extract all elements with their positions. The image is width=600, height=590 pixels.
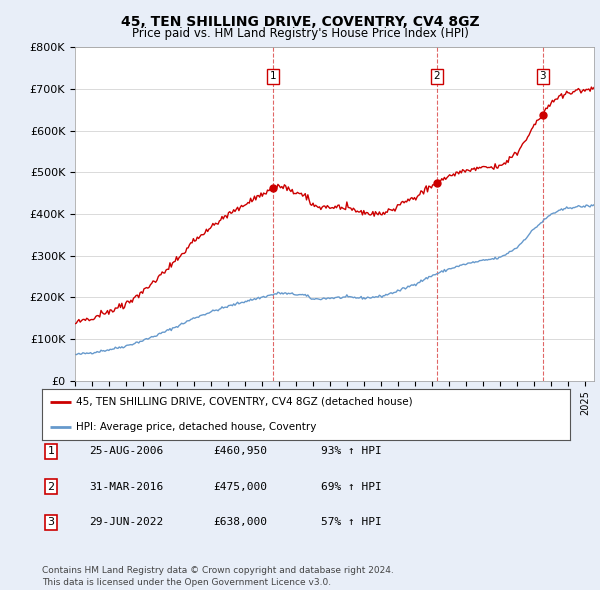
Text: HPI: Average price, detached house, Coventry: HPI: Average price, detached house, Cove… <box>76 422 317 432</box>
Text: 57% ↑ HPI: 57% ↑ HPI <box>321 517 382 527</box>
Text: £638,000: £638,000 <box>213 517 267 527</box>
Text: 2: 2 <box>433 71 440 81</box>
Text: £460,950: £460,950 <box>213 447 267 456</box>
Text: 1: 1 <box>47 447 55 456</box>
Text: 3: 3 <box>47 517 55 527</box>
Text: 29-JUN-2022: 29-JUN-2022 <box>89 517 163 527</box>
Text: Contains HM Land Registry data © Crown copyright and database right 2024.
This d: Contains HM Land Registry data © Crown c… <box>42 566 394 587</box>
Text: 1: 1 <box>270 71 277 81</box>
Text: 31-MAR-2016: 31-MAR-2016 <box>89 482 163 491</box>
Text: 45, TEN SHILLING DRIVE, COVENTRY, CV4 8GZ: 45, TEN SHILLING DRIVE, COVENTRY, CV4 8G… <box>121 15 479 29</box>
Text: 25-AUG-2006: 25-AUG-2006 <box>89 447 163 456</box>
Text: 93% ↑ HPI: 93% ↑ HPI <box>321 447 382 456</box>
Text: 3: 3 <box>539 71 546 81</box>
Text: Price paid vs. HM Land Registry's House Price Index (HPI): Price paid vs. HM Land Registry's House … <box>131 27 469 40</box>
Text: £475,000: £475,000 <box>213 482 267 491</box>
Text: 2: 2 <box>47 482 55 491</box>
Text: 45, TEN SHILLING DRIVE, COVENTRY, CV4 8GZ (detached house): 45, TEN SHILLING DRIVE, COVENTRY, CV4 8G… <box>76 397 413 407</box>
Text: 69% ↑ HPI: 69% ↑ HPI <box>321 482 382 491</box>
